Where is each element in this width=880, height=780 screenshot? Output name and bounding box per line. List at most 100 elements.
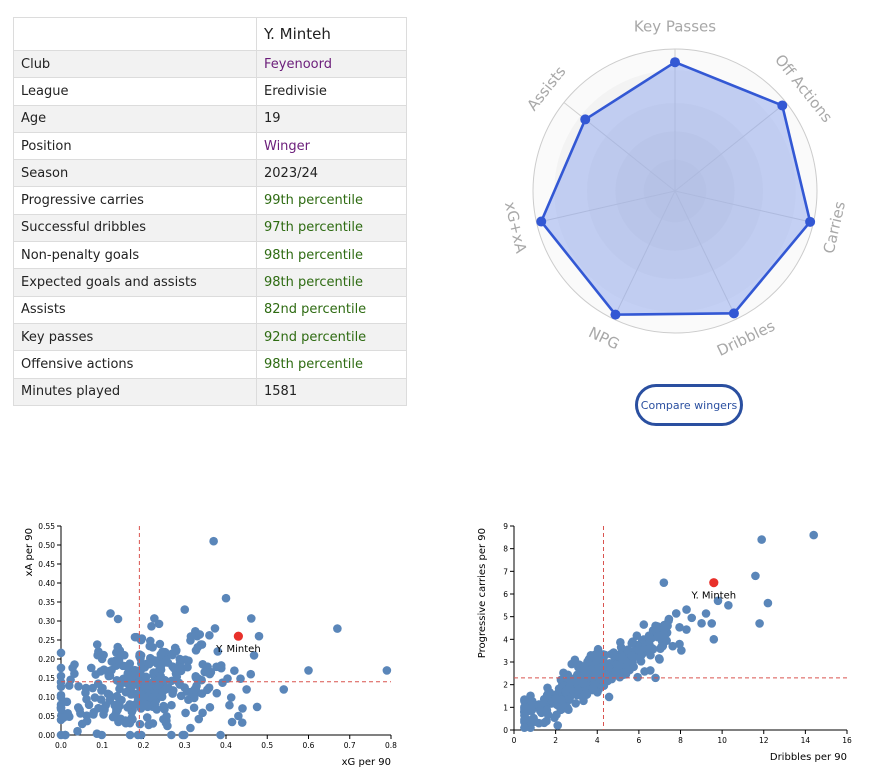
table-row: Key passes 92nd percentile (13, 322, 407, 352)
data-point (181, 708, 190, 718)
data-point (125, 700, 135, 709)
y-tick-label: 8 (503, 545, 508, 554)
radar-axis-label: Carries (820, 199, 849, 255)
y-tick-label: 0.05 (38, 712, 55, 721)
row-value-league: Eredivisie (256, 77, 407, 106)
data-point (210, 624, 220, 633)
data-point (333, 624, 342, 633)
row-value-progressive-carries: 99th percentile (256, 186, 407, 215)
x-tick-label: 0.3 (179, 741, 191, 750)
x-tick-label: 16 (842, 736, 852, 745)
data-point (162, 684, 171, 694)
data-point (520, 704, 529, 714)
data-point (571, 699, 580, 708)
data-point (644, 644, 654, 654)
table-row: Assists 82nd percentile (13, 295, 407, 324)
data-point (542, 690, 552, 700)
data-point (645, 634, 654, 644)
data-point (213, 647, 223, 656)
data-point (94, 703, 103, 713)
data-point (573, 686, 583, 695)
row-label-age: Age (13, 104, 257, 133)
x-tick-label: 2 (553, 736, 558, 745)
row-value-position: Winger (256, 131, 407, 161)
table-row: Offensive actions 98th percentile (13, 350, 407, 379)
y-tick-label: 0.40 (38, 579, 55, 588)
radar-area (539, 60, 812, 316)
data-point (195, 630, 205, 639)
highlight-player-label: Y. Minteh (215, 644, 261, 655)
row-value-assists: 82nd percentile (256, 295, 407, 324)
data-point (763, 598, 773, 608)
y-tick-label: 0.30 (38, 617, 55, 626)
data-point (659, 578, 669, 587)
x-tick-label: 0.6 (303, 741, 315, 750)
y-tick-label: 0.20 (38, 655, 55, 664)
data-point (170, 643, 180, 653)
data-point (697, 619, 706, 628)
data-point (101, 701, 111, 710)
y-tick-label: 4 (503, 635, 508, 644)
data-point (646, 666, 655, 675)
xg-xa-scatter-chart: 0.0 0.1 0.2 0.3 0.4 0.5 0.6 0.7 0.8 0.00 0.05 0.10 0… (24, 522, 397, 768)
data-point (668, 641, 678, 651)
data-point (82, 711, 92, 720)
radar-point (805, 216, 816, 227)
radar-axis-label: Key Passes (634, 18, 716, 36)
data-point (553, 721, 563, 730)
data-point (136, 658, 146, 668)
data-point (61, 730, 70, 740)
table-row: Minutes played 1581 (13, 377, 407, 406)
y-axis-title: Progressive carries per 90 (477, 528, 488, 658)
data-point (526, 723, 535, 733)
data-point (757, 535, 766, 544)
data-point (682, 625, 691, 634)
data-point (382, 666, 392, 675)
data-point (56, 690, 66, 700)
data-point (168, 689, 177, 698)
player-profile-table: Y. Minteh Club Feyenoord League Eredivisie A… (13, 17, 407, 406)
table-row: Progressive carries 99th percentile (13, 186, 407, 215)
data-point (629, 662, 638, 672)
y-tick-label: 5 (503, 613, 508, 622)
row-value-key-passes: 92nd percentile (256, 322, 407, 352)
data-point (63, 709, 73, 718)
data-point (158, 647, 167, 657)
data-point (707, 619, 717, 628)
y-tick-label: 3 (503, 658, 508, 667)
data-point (147, 678, 157, 688)
data-point (592, 656, 602, 665)
data-point (254, 631, 264, 641)
data-point (682, 605, 691, 614)
data-point (197, 689, 207, 698)
data-point (551, 694, 561, 704)
row-label-season: Season (13, 159, 257, 188)
data-point (154, 619, 164, 629)
header-empty-cell (13, 17, 257, 51)
data-point (81, 688, 90, 698)
highlight-player-label: Y. Minteh (690, 591, 736, 602)
y-tick-label: 0 (503, 726, 508, 735)
data-point (205, 669, 215, 679)
compare-wingers-button[interactable]: Compare wingers (635, 384, 743, 426)
data-point (559, 668, 568, 678)
radar-point (728, 308, 739, 319)
data-point (175, 654, 185, 664)
data-point (121, 687, 131, 697)
x-tick-label: 0.1 (96, 741, 108, 750)
data-point (167, 700, 176, 710)
x-tick-label: 0.0 (55, 741, 67, 750)
row-label-minutes-played: Minutes played (13, 377, 257, 406)
data-point (152, 705, 162, 714)
data-point (561, 686, 570, 696)
data-point (246, 669, 256, 679)
data-point (194, 714, 204, 724)
data-point (138, 676, 148, 685)
row-label-position: Position (13, 131, 257, 161)
table-row: Club Feyenoord (13, 49, 407, 79)
x-tick-label: 0 (512, 736, 517, 745)
x-tick-label: 4 (595, 736, 600, 745)
data-point (226, 693, 236, 702)
data-point (159, 701, 168, 711)
